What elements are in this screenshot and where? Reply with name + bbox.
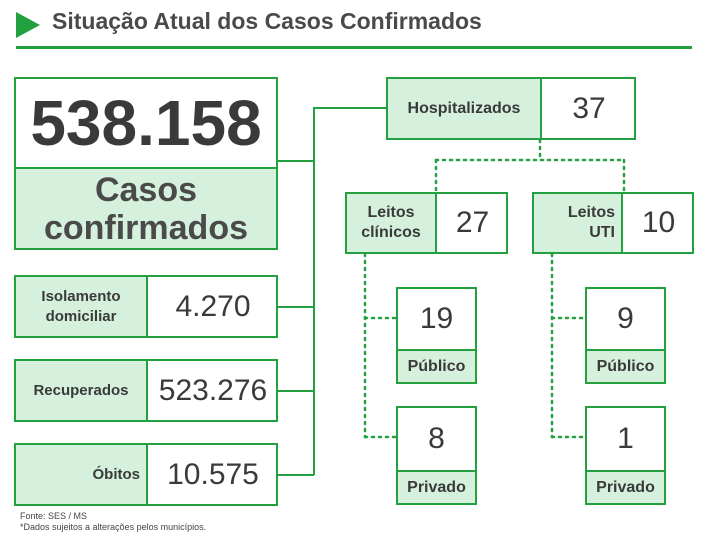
icu-beds-value: 10	[641, 206, 676, 239]
icu-public-card: 9 Público	[585, 287, 666, 384]
page-title: Situação Atual dos Casos Confirmados	[52, 8, 482, 34]
isolation-label: Isolamento domiciliar	[16, 277, 148, 336]
recovered-value: 523.276	[158, 373, 268, 407]
hospitalized-card: Hospitalizados 37	[386, 77, 636, 140]
total-to-hospitalized-line	[278, 107, 387, 162]
clinical-private-label: Privado	[398, 470, 475, 503]
clinical-private-value: 8	[428, 422, 445, 455]
clinical-public-value: 19	[419, 302, 454, 335]
icu-beds-label: Leitos UTI	[534, 194, 623, 252]
deaths-label: Óbitos	[16, 445, 148, 504]
clinical-beds-card: Leitos clínicos 27	[345, 192, 508, 254]
total-cases-label: Casos confirmados	[16, 167, 276, 248]
clinical-private-card: 8 Privado	[396, 406, 477, 505]
icu-private-label: Privado	[587, 470, 664, 503]
clinical-public-label: Público	[398, 349, 475, 382]
hospitalized-value: 37	[572, 91, 606, 125]
clinical-beds-label: Leitos clínicos	[347, 194, 437, 252]
isolation-row: Isolamento domiciliar 4.270	[14, 275, 278, 338]
total-cases-value: 538.158	[30, 87, 262, 159]
icu-public-value: 9	[617, 302, 634, 335]
total-cases-card: 538.158 Casos confirmados	[14, 77, 278, 250]
recovered-row: Recuperados 523.276	[14, 359, 278, 422]
deaths-row: Óbitos 10.575	[14, 443, 278, 506]
icu-private-value: 1	[617, 422, 634, 455]
play-arrow-icon	[16, 12, 40, 38]
disclaimer-note: *Dados sujeitos a alterações pelos munic…	[20, 522, 207, 532]
source-note: Fonte: SES / MS	[20, 511, 88, 521]
recovered-label: Recuperados	[16, 361, 148, 420]
clinical-public-card: 19 Público	[396, 287, 477, 384]
hospitalized-label: Hospitalizados	[388, 79, 542, 138]
icu-private-card: 1 Privado	[585, 406, 666, 505]
isolation-value: 4.270	[175, 289, 251, 323]
deaths-value: 10.575	[167, 457, 259, 491]
clinical-beds-value: 27	[455, 206, 490, 239]
icu-public-label: Público	[587, 349, 664, 382]
icu-beds-card: Leitos UTI 10	[532, 192, 694, 254]
title-underline	[16, 46, 692, 49]
